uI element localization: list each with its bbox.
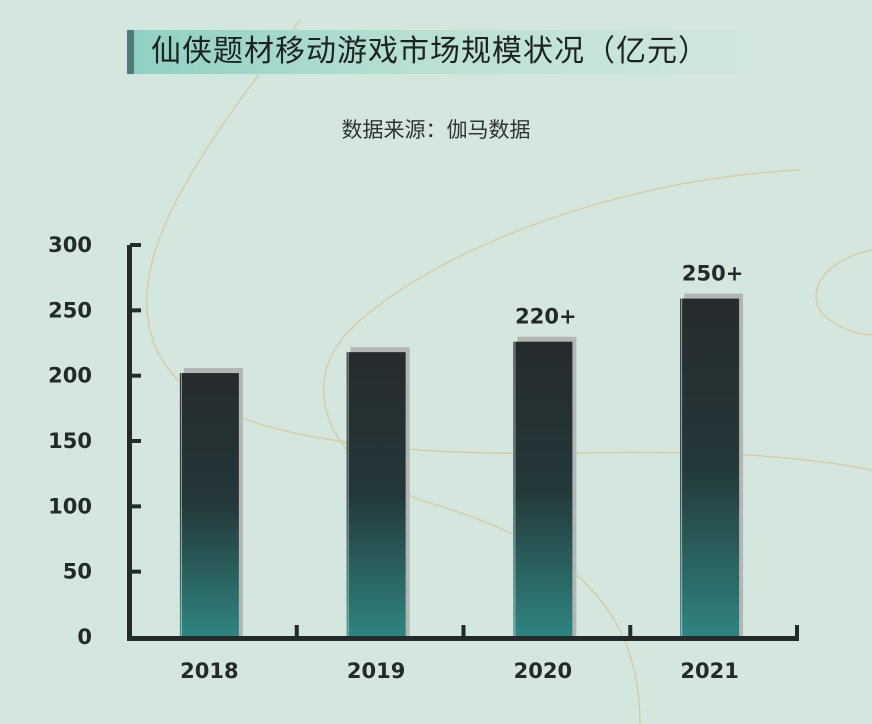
x-tick xyxy=(294,625,299,637)
chart-title-banner: 仙侠题材移动游戏市场规模状况（亿元） xyxy=(127,30,777,74)
bar-2021 xyxy=(680,298,740,637)
x-tick-label: 2018 xyxy=(180,659,238,683)
y-tick-label: 200 xyxy=(48,364,92,388)
y-tick xyxy=(130,308,141,313)
x-tick xyxy=(461,625,466,637)
y-tick xyxy=(130,439,141,443)
data-label: 220+ xyxy=(515,305,576,329)
bar-highlight xyxy=(681,298,683,637)
chart-subtitle: 数据来源：伽马数据 xyxy=(341,118,531,142)
data-label: 250+ xyxy=(682,262,743,286)
bar-2018 xyxy=(179,373,239,637)
x-tick-label: 2021 xyxy=(680,659,738,683)
bar-2019 xyxy=(346,352,406,637)
y-tick-label: 0 xyxy=(77,625,92,649)
bar-highlight xyxy=(347,352,349,637)
bar-highlight xyxy=(514,341,516,637)
bar-highlight xyxy=(180,373,182,637)
y-tick xyxy=(130,243,141,247)
chart-title: 仙侠题材移动游戏市场规模状况（亿元） xyxy=(151,34,709,69)
y-tick-label: 250 xyxy=(48,298,92,322)
x-axis xyxy=(127,636,799,641)
x-tick xyxy=(628,625,633,637)
y-tick xyxy=(130,504,141,509)
x-tick-label: 2020 xyxy=(514,659,572,683)
y-tick-label: 150 xyxy=(48,429,92,453)
y-tick xyxy=(130,569,141,574)
x-tick-label: 2019 xyxy=(347,659,405,683)
y-tick-label: 50 xyxy=(63,560,92,584)
y-axis xyxy=(127,245,132,640)
y-tick-label: 100 xyxy=(48,494,92,518)
x-tick xyxy=(795,625,799,637)
title-accent-bar xyxy=(127,30,134,74)
y-tick xyxy=(130,373,141,378)
y-tick-label: 300 xyxy=(48,233,92,257)
bar-2020 xyxy=(513,341,573,637)
